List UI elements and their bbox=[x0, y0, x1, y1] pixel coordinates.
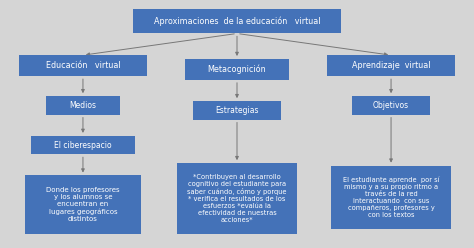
Text: El ciberespacio: El ciberespacio bbox=[54, 141, 112, 150]
FancyBboxPatch shape bbox=[352, 96, 430, 115]
FancyBboxPatch shape bbox=[46, 96, 119, 115]
FancyBboxPatch shape bbox=[176, 163, 298, 234]
Text: Donde los profesores
y los alumnos se
encuentran en
lugares geográficos
distinto: Donde los profesores y los alumnos se en… bbox=[46, 187, 120, 222]
Text: *Contribuyen al desarrollo
cognitivo del estudiante para
saber cuándo, cómo y po: *Contribuyen al desarrollo cognitivo del… bbox=[187, 174, 287, 223]
Text: Aprendizaje  virtual: Aprendizaje virtual bbox=[352, 61, 430, 70]
FancyBboxPatch shape bbox=[31, 136, 135, 154]
FancyBboxPatch shape bbox=[133, 9, 341, 33]
FancyBboxPatch shape bbox=[19, 55, 147, 76]
FancyBboxPatch shape bbox=[193, 101, 281, 120]
Text: Estrategias: Estrategias bbox=[215, 106, 259, 115]
FancyBboxPatch shape bbox=[327, 55, 455, 76]
Text: Metacognición: Metacognición bbox=[208, 65, 266, 74]
FancyBboxPatch shape bbox=[185, 59, 289, 80]
Text: Objetivos: Objetivos bbox=[373, 101, 409, 110]
Text: El estudiante aprende  por sí
mismo y a su propio ritmo a
través de la red
inter: El estudiante aprende por sí mismo y a s… bbox=[343, 176, 439, 218]
Text: Medios: Medios bbox=[70, 101, 96, 110]
FancyBboxPatch shape bbox=[25, 176, 141, 234]
FancyBboxPatch shape bbox=[331, 166, 451, 229]
Text: Aproximaciones  de la educación   virtual: Aproximaciones de la educación virtual bbox=[154, 16, 320, 26]
Text: Educación   virtual: Educación virtual bbox=[46, 61, 120, 70]
